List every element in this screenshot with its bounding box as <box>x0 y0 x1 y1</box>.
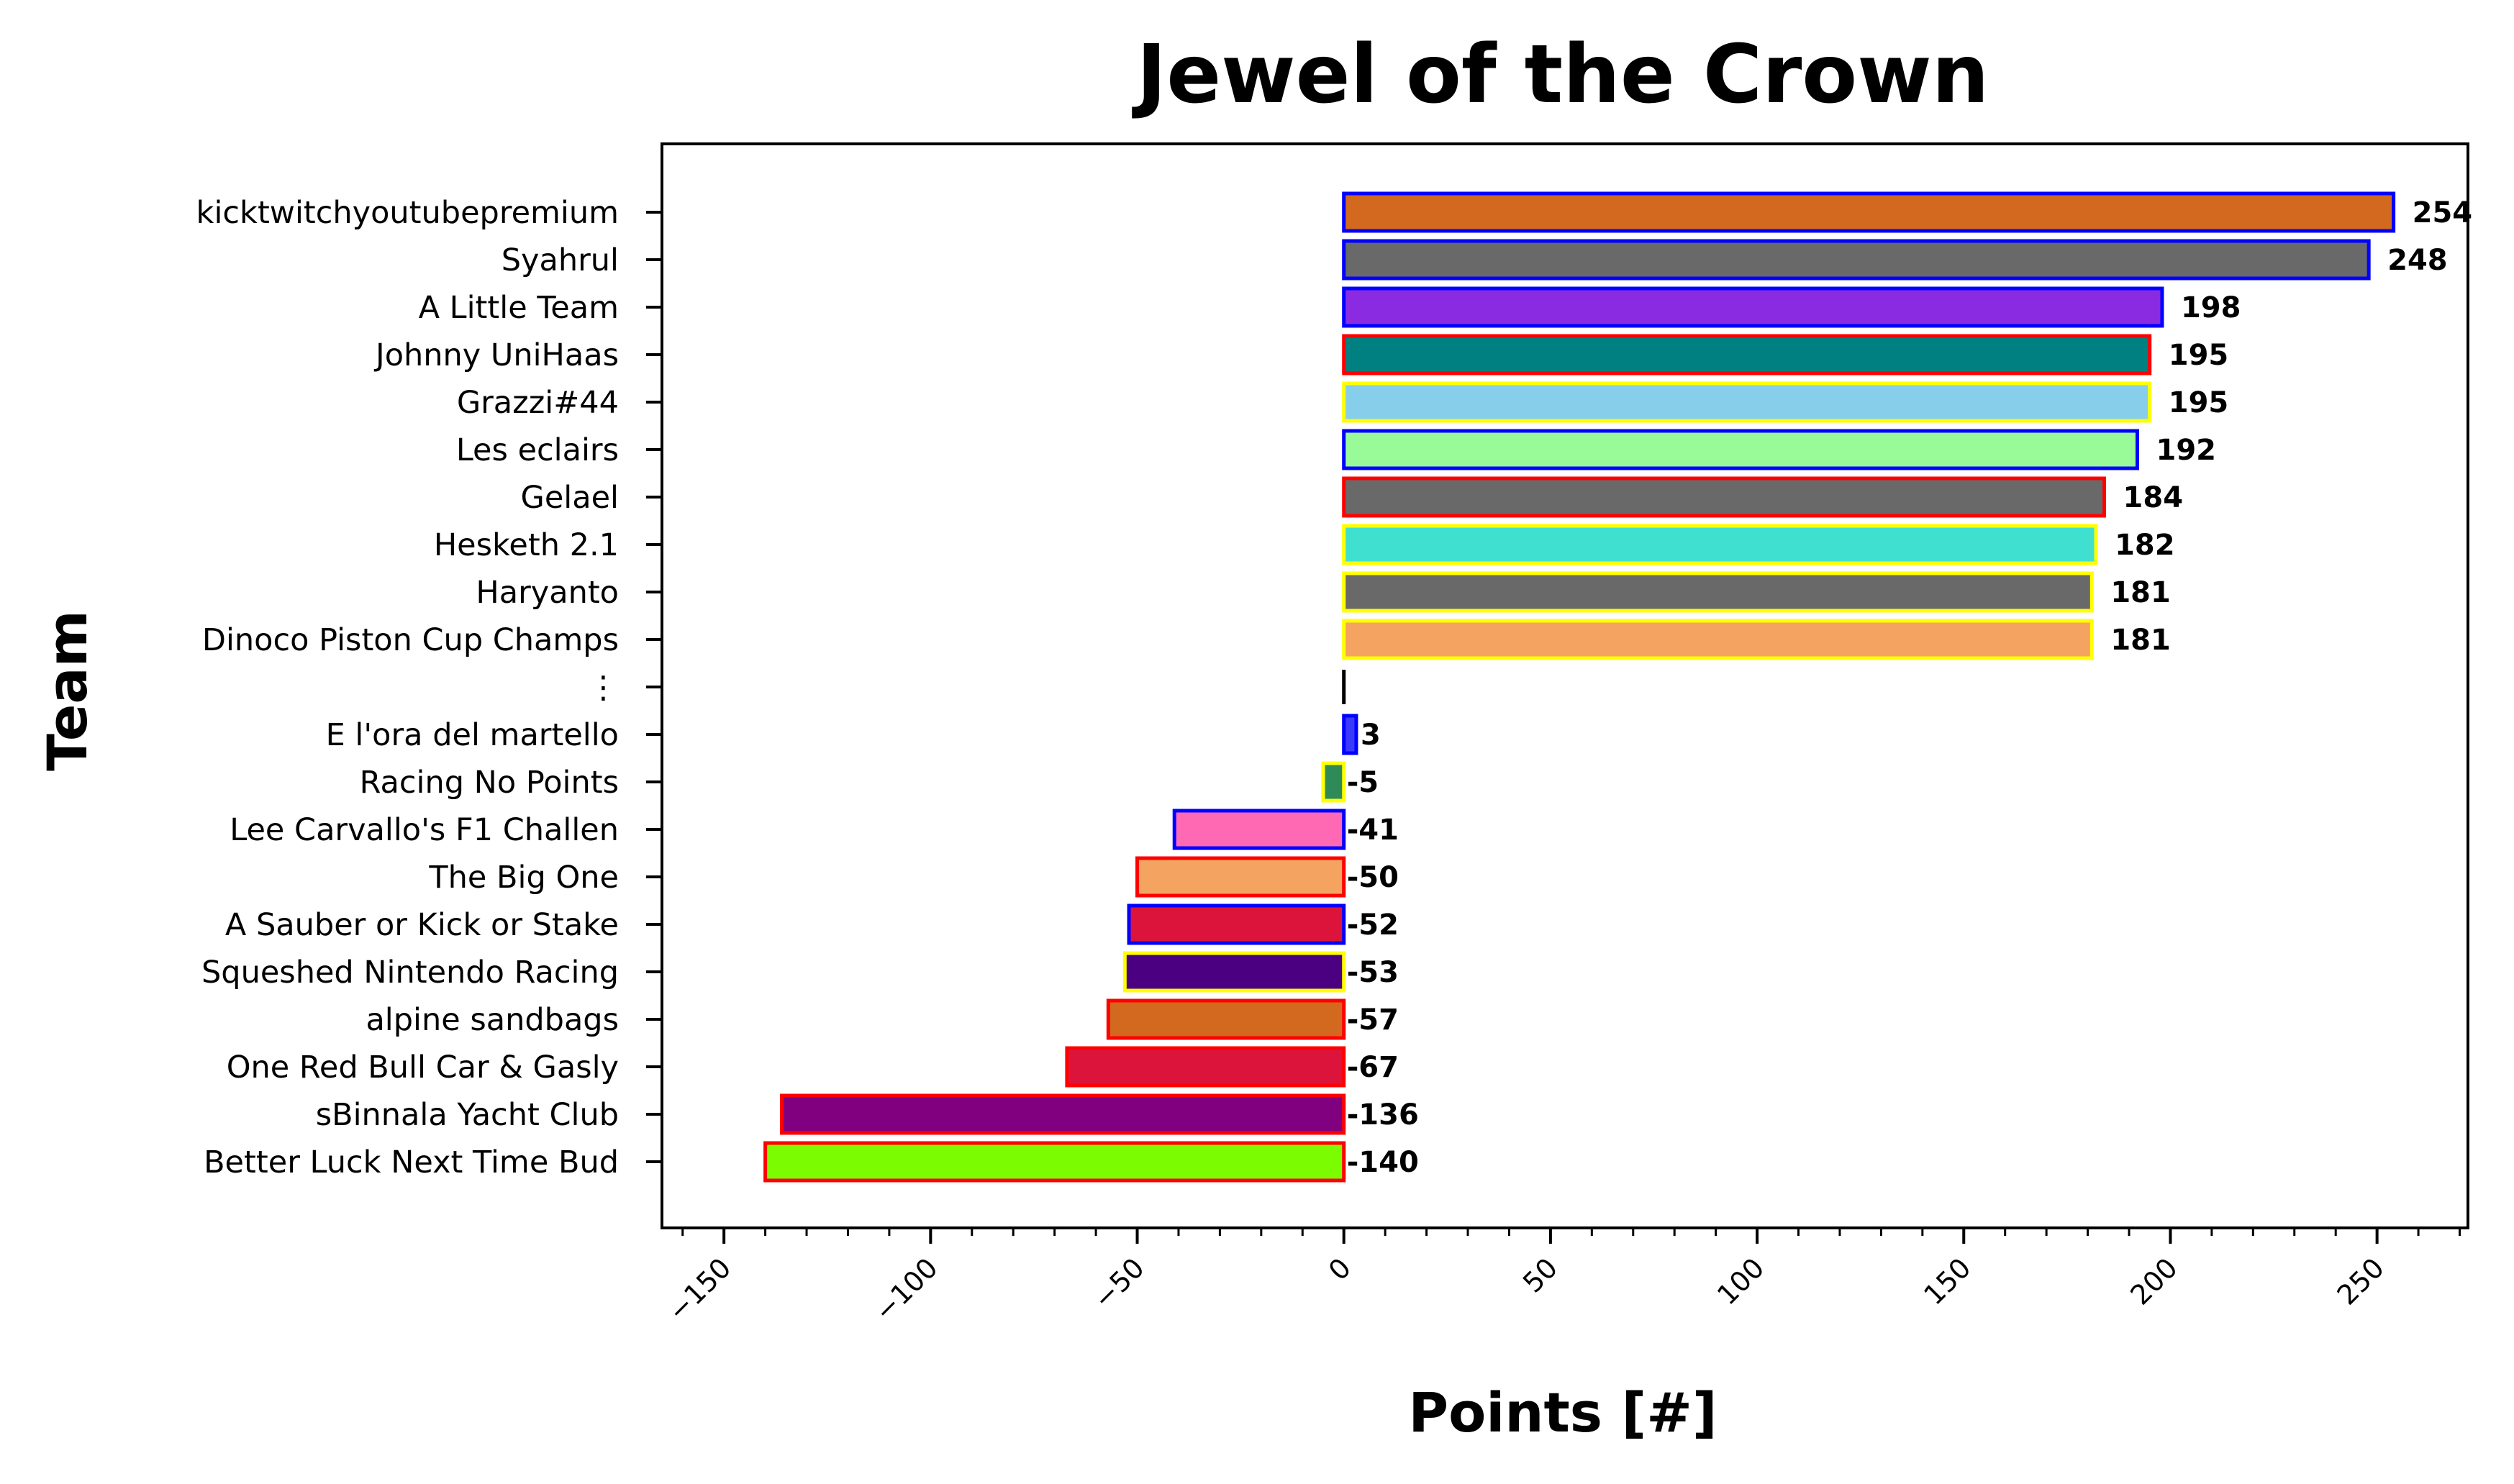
data-label: 3 <box>1361 719 1381 752</box>
plot-area: kicktwitchyoutubepremium 254 Syahrul 248 A L… <box>196 142 2473 1327</box>
chart-title: Jewel of the Crown <box>1132 28 1989 122</box>
data-label: 181 <box>2110 624 2171 657</box>
y-tick-label: A Sauber or Kick or Stake <box>225 907 619 943</box>
y-tick-label: Haryanto <box>476 575 619 611</box>
bar <box>1321 761 1346 803</box>
y-tick-label: alpine sandbags <box>366 1002 619 1038</box>
bar <box>1342 286 2164 328</box>
data-label: 195 <box>2169 339 2229 372</box>
y-tick-label: Hesketh 2.1 <box>434 527 619 563</box>
y-tick-label: sBinnala Yacht Club <box>316 1097 619 1133</box>
bar <box>1342 191 2396 233</box>
data-label: 198 <box>2181 291 2241 324</box>
data-label: 184 <box>2123 481 2184 514</box>
bar <box>1342 429 2140 470</box>
data-label: -52 <box>1347 909 1399 942</box>
y-tick-label: A Little Team <box>419 290 619 326</box>
y-tick-label: Racing No Points <box>360 765 619 801</box>
data-label: 254 <box>2413 196 2473 229</box>
bar <box>1065 1046 1346 1088</box>
bar <box>1106 998 1346 1040</box>
y-tick-label: Squeshed Nintendo Racing <box>201 955 619 991</box>
y-tick-label: Les eclairs <box>456 432 619 468</box>
y-tick-label: E l'ora del martello <box>326 717 619 753</box>
bar <box>1135 856 1346 898</box>
data-label: -140 <box>1347 1146 1419 1179</box>
data-label: 181 <box>2110 576 2171 609</box>
bar <box>763 1141 1346 1183</box>
bar <box>1342 571 2094 613</box>
bar <box>1122 951 1346 993</box>
bar <box>780 1093 1346 1135</box>
y-tick-label: Syahrul <box>502 242 619 278</box>
bar <box>1342 239 2371 281</box>
data-label: 182 <box>2115 529 2175 562</box>
y-tick-label: Gelael <box>521 480 619 516</box>
y-tick-label: One Red Bull Car & Gasly <box>227 1050 619 1085</box>
y-tick-label: The Big One <box>428 860 619 896</box>
y-tick-label: Grazzi#44 <box>457 385 619 421</box>
y-tick-label: Lee Carvallo's F1 Challen <box>230 812 619 848</box>
data-label: 192 <box>2156 434 2217 467</box>
y-tick-label: Better Luck Next Time Bud <box>204 1144 619 1180</box>
data-label: -53 <box>1347 956 1399 989</box>
y-tick-label: Johnny UniHaas <box>373 337 619 373</box>
y-tick-label: kicktwitchyoutubepremium <box>196 195 619 231</box>
y-axis-title: Team <box>35 610 99 771</box>
data-label: -57 <box>1347 1003 1399 1037</box>
data-label: -5 <box>1347 766 1379 799</box>
y-tick-label: Dinoco Piston Cup Champs <box>202 622 619 658</box>
y-tick-label: ⋮ <box>588 670 619 706</box>
data-label: -67 <box>1347 1051 1399 1084</box>
data-label: -50 <box>1347 861 1399 894</box>
data-label: -136 <box>1347 1098 1419 1132</box>
bar <box>1342 524 2098 565</box>
x-axis-title: Points [#] <box>1408 1380 1717 1444</box>
bar <box>1342 714 1358 755</box>
bar <box>1342 334 2152 375</box>
plot-frame <box>661 142 2469 1229</box>
bar <box>1342 381 2152 423</box>
data-label: -41 <box>1347 814 1399 847</box>
bar <box>1127 903 1346 945</box>
bar <box>1342 619 2094 660</box>
data-label: 248 <box>2387 244 2448 277</box>
data-label: 195 <box>2169 386 2229 419</box>
bar <box>1172 809 1346 850</box>
bar <box>1342 476 2107 518</box>
